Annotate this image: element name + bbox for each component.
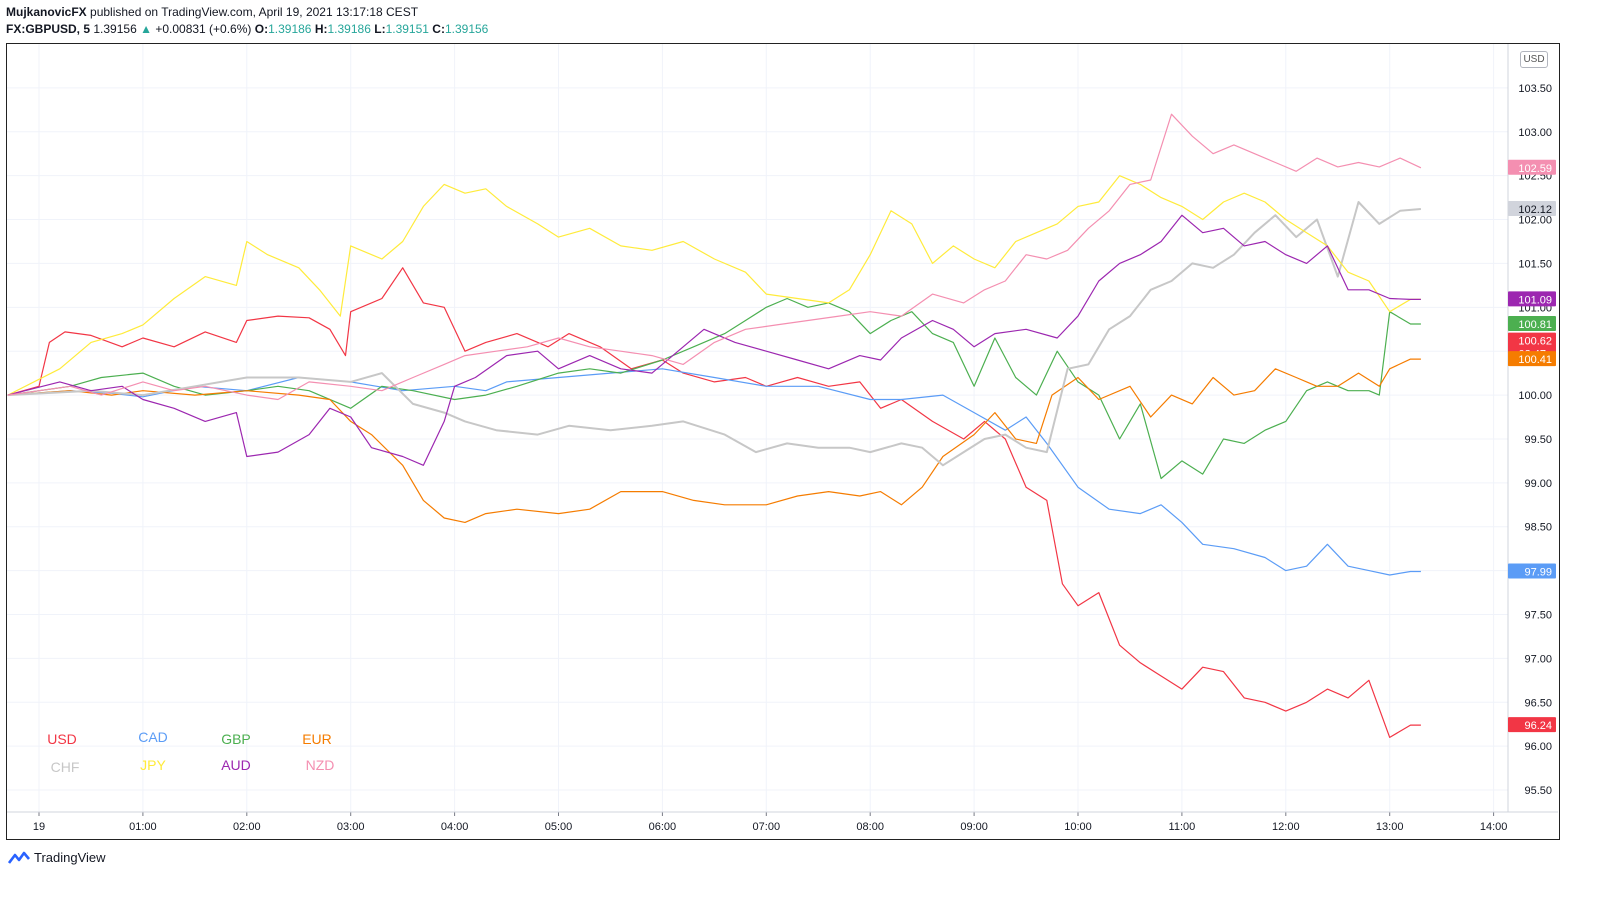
legend-item-aud: AUD — [221, 757, 251, 773]
x-tick-label: 02:00 — [233, 821, 261, 833]
price-tag-value: 102.12 — [1518, 204, 1552, 216]
price-tag-value: 100.41 — [1518, 354, 1552, 366]
price-tag-bg — [1508, 291, 1556, 307]
legend-item-cad: CAD — [138, 729, 168, 745]
x-tick-label: 03:00 — [337, 821, 365, 833]
price-tag-value: 102.59 — [1518, 163, 1552, 175]
price-tag-bg — [1508, 351, 1556, 367]
y-tick-label: 99.00 — [1524, 478, 1552, 490]
x-tick-label: 13:00 — [1376, 821, 1404, 833]
high-label: H: — [314, 22, 328, 36]
low-label: L: — [374, 22, 386, 36]
close-label: C: — [432, 22, 445, 36]
series-line-aud — [7, 214, 1421, 466]
currency-tag[interactable]: USD — [1520, 51, 1548, 68]
up-arrow-icon: ▲ — [140, 22, 152, 36]
grid-lines — [7, 44, 1508, 812]
price-tag-usd: 96.24 — [1508, 717, 1556, 733]
y-tick-label: 97.00 — [1524, 653, 1552, 665]
price-tag-bg — [1508, 717, 1556, 733]
y-tick-label: 95.50 — [1524, 785, 1552, 797]
x-tick-label: 19 — [33, 821, 45, 833]
series-line-gbp — [7, 297, 1421, 480]
series-line-cad — [7, 368, 1421, 576]
legend: USD CAD GBP EUR CHF JPY AUD NZD — [47, 729, 334, 775]
price-tag-value: 100.81 — [1518, 319, 1552, 331]
y-tick-label: 97.50 — [1524, 610, 1552, 622]
y-tick-label: 100.00 — [1518, 390, 1552, 402]
x-tick-label: 09:00 — [960, 821, 988, 833]
symbol-info: FX:GBPUSD, 5 1.39156 ▲ +0.00831 (+0.6%) … — [6, 22, 488, 36]
legend-item-nzd: NZD — [306, 757, 335, 773]
tradingview-logo-icon — [8, 851, 30, 864]
y-tick-label: 103.50 — [1518, 83, 1552, 95]
publish-info: MujkanovicFX published on TradingView.co… — [6, 5, 418, 19]
legend-item-eur: EUR — [302, 731, 332, 747]
y-tick-label: 99.50 — [1524, 434, 1552, 446]
x-tick-label: 12:00 — [1272, 821, 1300, 833]
price-tag-eur: 100.41 — [1508, 351, 1556, 367]
price-tags: 102.59102.12101.09100.81100.6202:47100.4… — [1508, 159, 1556, 733]
legend-item-usd: USD — [47, 731, 77, 747]
price-tag-value: 100.62 — [1518, 336, 1552, 348]
x-tick-label: 07:00 — [753, 821, 781, 833]
symbol-label: FX:GBPUSD, 5 — [6, 22, 91, 36]
y-tick-label: 96.00 — [1524, 741, 1552, 753]
price-tag-value: 101.09 — [1518, 294, 1552, 306]
x-tick-label: 04:00 — [441, 821, 469, 833]
tradingview-brand[interactable]: TradingView — [8, 850, 106, 865]
price-tag-value: 96.24 — [1524, 720, 1552, 732]
series-line-nzd — [7, 113, 1422, 401]
price-tag-bg — [1508, 159, 1556, 175]
low-value: 1.39151 — [385, 22, 429, 36]
y-tick-label: 98.50 — [1524, 522, 1552, 534]
open-value: 1.39186 — [268, 22, 312, 36]
series-line-eur — [7, 358, 1421, 523]
x-tick-label: 01:00 — [129, 821, 157, 833]
price-tag-cad: 97.99 — [1508, 563, 1556, 579]
close-value: 1.39156 — [444, 22, 489, 36]
y-tick-label: 101.50 — [1518, 258, 1552, 270]
price-tag-chf: 102.12 — [1508, 201, 1556, 217]
x-tick-label: 14:00 — [1480, 821, 1508, 833]
x-tick-label: 05:00 — [545, 821, 573, 833]
series-lines — [7, 113, 1422, 738]
open-label: O: — [254, 22, 269, 36]
price-tag-value: 97.99 — [1524, 567, 1552, 579]
legend-item-jpy: JPY — [140, 757, 166, 773]
y-tick-label: 103.00 — [1518, 127, 1552, 139]
price-tag-aud: 101.09 — [1508, 291, 1556, 307]
brand-name: TradingView — [34, 850, 106, 865]
last-price: 1.39156 — [93, 22, 137, 36]
y-tick-label: 102.00 — [1518, 215, 1552, 227]
series-line-usd — [7, 267, 1421, 738]
price-change: +0.00831 (+0.6%) — [155, 22, 252, 36]
x-tick-label: 06:00 — [649, 821, 677, 833]
legend-item-chf: CHF — [51, 759, 80, 775]
legend-item-gbp: GBP — [221, 731, 251, 747]
author-name: MujkanovicFX — [6, 5, 87, 19]
price-tag-bg — [1508, 315, 1556, 331]
high-value: 1.39186 — [327, 22, 371, 36]
y-tick-label: 96.50 — [1524, 697, 1552, 709]
series-line-chf — [7, 201, 1421, 467]
price-tag-nzd: 102.59 — [1508, 159, 1556, 175]
x-tick-label: 08:00 — [856, 821, 884, 833]
published-text: published on TradingView.com, April 19, … — [90, 5, 419, 19]
price-tag-gbp: 100.81 — [1508, 315, 1556, 331]
price-tag-bg — [1508, 201, 1556, 217]
x-tick-label: 11:00 — [1169, 821, 1196, 833]
x-tick-label: 10:00 — [1064, 821, 1092, 833]
price-tag-bg — [1508, 563, 1556, 579]
series-line-jpy — [7, 175, 1421, 396]
